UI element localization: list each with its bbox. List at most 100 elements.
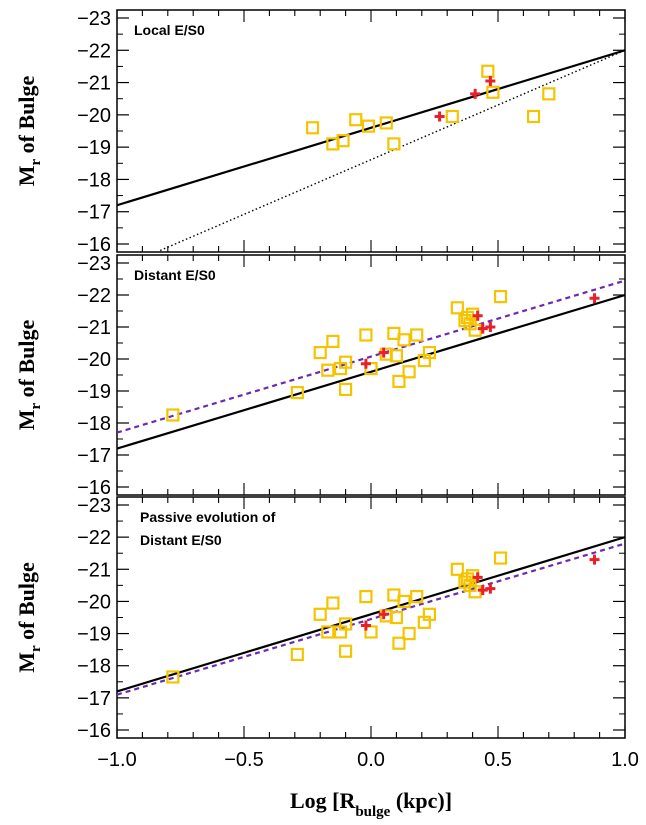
panel-3-square-point [392, 636, 406, 650]
panel-2-square-point [290, 386, 304, 400]
panel-1-ytick-label: −19 [77, 137, 111, 159]
panel-3-square-point [493, 551, 508, 565]
panel-3-square-point [359, 590, 373, 604]
panel-3-cross-point [485, 583, 496, 594]
panel-2-square-point [389, 349, 403, 363]
panel-3-fit-line-dashed [117, 542, 625, 696]
panel-3-square-point [339, 644, 353, 658]
panel-2-square-point [402, 365, 416, 379]
panel-2-title: Distant E/S0 [134, 267, 216, 283]
panel-2-square-point [468, 323, 482, 337]
panel-2-square-point [339, 382, 353, 396]
panel-1-square-point [379, 116, 393, 130]
panel-1-cross-point [470, 88, 481, 99]
panel-3-ytick-label: −18 [77, 656, 111, 678]
panel-2-ytick-label: −22 [77, 285, 111, 307]
panel-3-cross-point [378, 609, 389, 620]
panel-1-square-point [486, 85, 500, 99]
panel-3-xtick-label: 1.0 [611, 749, 639, 771]
panel-2-cross-point [589, 293, 600, 304]
panel-2-cross-point [360, 358, 371, 369]
panel-2-cross-point [477, 323, 488, 334]
panel-2-square-point [397, 333, 411, 347]
panel-2-ytick-label: −18 [77, 413, 111, 435]
panel-2-ytick-label: −16 [77, 477, 111, 499]
panel-2-ytick-label: −17 [77, 445, 111, 467]
panel-3-square-point [313, 607, 327, 621]
panel-3-ytick-label: −21 [77, 559, 111, 581]
panel-2-square-point [410, 328, 424, 342]
panel-3-title-line: Passive evolution of [140, 509, 276, 525]
panel-2-square-point [326, 334, 340, 348]
panel-3-ytick-label: −16 [77, 720, 111, 742]
panel-2-cross-point [472, 310, 483, 321]
panel-1-ytick-label: −18 [77, 169, 111, 191]
panel-3-xtick-label: 0.5 [484, 749, 512, 771]
panel-1-ytick-label: −20 [77, 105, 111, 127]
panel-1-fit-line-solid [117, 49, 625, 207]
panel-1-square-point [387, 137, 401, 151]
panel-3-square-point [422, 607, 437, 621]
panel-3-ytick-label: −22 [77, 527, 111, 549]
panel-3-cross-point [360, 620, 371, 631]
panel-3-square-point [339, 617, 353, 631]
x-axis-label: Log [Rbulge (kpc)] [290, 788, 452, 820]
panel-1-ytick-label: −21 [77, 73, 111, 95]
panel-3-square-point [321, 625, 335, 639]
panel-2-square-point [321, 363, 335, 377]
panel-1-ylabel: Mr of Bulge [14, 75, 44, 186]
panel-3-square-point [410, 590, 424, 604]
panel-2-square-point [450, 301, 464, 315]
panel-1-cross-point [434, 111, 445, 122]
panel-3-xtick-label: −0.5 [224, 749, 263, 771]
panel-3-square-point [402, 626, 416, 641]
panel-2-square-point [359, 328, 373, 342]
panel-2-cross-point [378, 347, 389, 358]
panel-3-square-point [166, 670, 180, 684]
panel-3-square-point [364, 625, 378, 639]
panel-2-square-point [166, 408, 180, 422]
panel-3-ytick-label: −20 [77, 591, 111, 613]
panel-3-fit-line-solid [117, 536, 625, 693]
panel-1-square-point [526, 109, 541, 124]
panel-1-square-point [305, 121, 320, 135]
panel-2-square-point [422, 346, 437, 360]
panel-3-cross-point [472, 572, 483, 583]
panel-1-ytick-label: −22 [77, 40, 111, 62]
panel-1-square-point [361, 119, 376, 133]
panel-3-ytick-label: −17 [77, 688, 111, 710]
panel-1-square-point [481, 64, 495, 78]
panel-3-square-point [450, 562, 464, 576]
panel-3-square-point [397, 594, 411, 609]
panel-2-square-point [392, 374, 406, 388]
panel-1-square-point [542, 87, 556, 101]
panel-3-xtick-label: 0.0 [357, 749, 385, 771]
panel-2-square-point [313, 346, 327, 360]
panel-3-xtick-label: −1.0 [97, 749, 136, 771]
panel-2-square-point [493, 290, 508, 304]
panel-1-cross-point [485, 75, 496, 86]
panel-1-ytick-label: −23 [77, 8, 111, 30]
panel-1-square-point [336, 134, 350, 148]
panel-2-ytick-label: −19 [77, 381, 111, 403]
panel-3-ytick-label: −19 [77, 624, 111, 646]
panel-2-cross-point [485, 322, 496, 332]
panel-1-square-point [445, 109, 459, 124]
panel-2-fit-line-solid [117, 293, 625, 450]
panel-3-square-point [326, 596, 340, 610]
panel-1-ytick-label: −16 [77, 234, 111, 256]
panel-3-cross-point [589, 554, 600, 565]
panel-2-ytick-label: −20 [77, 349, 111, 371]
panel-3-square-point [468, 585, 482, 599]
panel-2-ytick-label: −21 [77, 317, 111, 339]
panel-1-ytick-label: −17 [77, 202, 111, 224]
panel-3-ytick-label: −23 [77, 495, 111, 517]
panel-3-title-line: Distant E/S0 [140, 532, 222, 548]
panel-1-title: Local E/S0 [134, 22, 205, 38]
panel-2-square-point [339, 355, 353, 369]
panel-3-square-point [389, 610, 403, 625]
panel-1-square-point [349, 113, 363, 127]
panel-3-cross-point [477, 585, 488, 596]
panel-3-square-point [290, 647, 304, 662]
